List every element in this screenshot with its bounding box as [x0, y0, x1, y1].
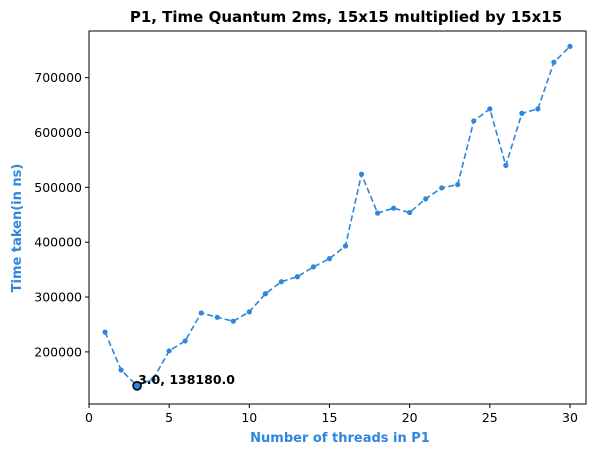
- data-point: [439, 185, 445, 191]
- data-point: [150, 376, 156, 382]
- x-tick-label: 25: [482, 410, 498, 425]
- chart-title: P1, Time Quantum 2ms, 15x15 multiplied b…: [130, 8, 562, 26]
- data-point: [471, 118, 477, 124]
- data-point: [326, 256, 333, 262]
- data-point: [246, 309, 252, 315]
- series-group: [102, 43, 573, 389]
- y-tick-label: 600000: [34, 125, 82, 140]
- y-tick-label: 400000: [34, 235, 82, 250]
- data-point: [519, 110, 525, 116]
- data-point: [374, 210, 381, 216]
- plot-area: [88, 30, 587, 405]
- data-point: [262, 291, 268, 297]
- x-tick-label: 15: [322, 410, 338, 425]
- y-tick-label: 500000: [34, 180, 82, 195]
- plot-frame: [88, 30, 587, 405]
- data-point: [551, 59, 557, 65]
- y-tick-label: 700000: [34, 70, 82, 85]
- data-point: [391, 205, 397, 211]
- series-line: [104, 45, 571, 387]
- data-point: [294, 274, 301, 280]
- y-axis-label: Time taken(in ns): [10, 164, 25, 293]
- data-point: [118, 367, 124, 373]
- y-tick-label: 300000: [34, 290, 82, 305]
- x-tick-label: 20: [402, 410, 418, 425]
- data-point: [230, 318, 236, 324]
- data-point: [567, 43, 573, 49]
- data-point: [342, 243, 349, 249]
- x-tick-label: 30: [562, 410, 578, 425]
- x-axis-ticks: 0 5 10 15 20 25 30: [85, 404, 578, 425]
- x-tick-label: 10: [241, 410, 257, 425]
- data-point: [358, 171, 365, 177]
- data-point: [214, 314, 220, 320]
- data-point: [455, 181, 461, 188]
- data-point: [535, 106, 541, 112]
- annotations-group: 3.0, 138180.0: [132, 372, 235, 391]
- x-tick-label: 5: [165, 410, 173, 425]
- data-point: [503, 162, 509, 168]
- annotation-label: 3.0, 138180.0: [138, 372, 235, 387]
- y-axis-ticks: 200000 300000 400000 500000 600000 700000: [34, 70, 89, 359]
- annotation-marker: [132, 380, 142, 391]
- data-point: [278, 279, 284, 285]
- data-point: [487, 106, 493, 112]
- data-point: [310, 264, 317, 270]
- x-axis-label: Number of threads in P1: [250, 431, 430, 446]
- data-point: [166, 348, 172, 354]
- data-point: [407, 209, 413, 216]
- data-point: [423, 196, 429, 202]
- y-tick-label: 200000: [34, 344, 82, 359]
- x-tick-label: 0: [85, 410, 93, 425]
- data-point: [102, 329, 108, 335]
- data-point: [198, 310, 204, 316]
- data-point: [182, 338, 188, 344]
